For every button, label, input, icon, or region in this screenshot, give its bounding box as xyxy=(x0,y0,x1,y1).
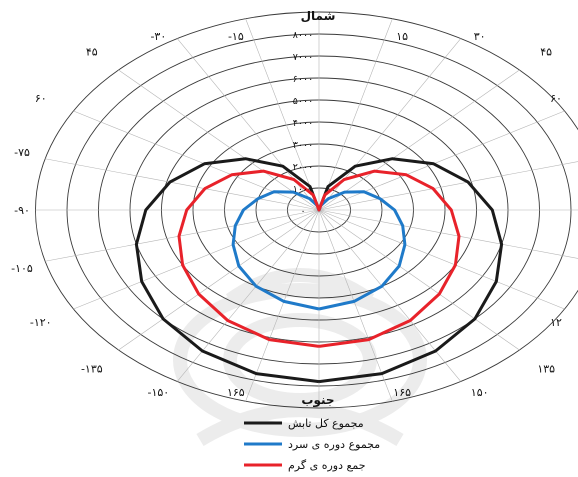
angle-label: ۱۵۰ xyxy=(471,386,489,399)
angle-label: ۱۶۵ xyxy=(393,386,411,399)
radial-tick-label: ۰ xyxy=(300,206,305,217)
grid-spoke xyxy=(118,69,320,211)
grid-spoke xyxy=(318,209,461,382)
grid-spoke xyxy=(245,209,320,402)
radial-tick-label: ۴۰۰۰ xyxy=(293,118,313,129)
polar-grid xyxy=(35,11,578,409)
angle-label: ۶۰ xyxy=(550,92,562,105)
radial-tick-label: ۵۰۰۰ xyxy=(293,96,313,107)
grid-spoke xyxy=(245,18,320,211)
grid-spoke xyxy=(118,209,320,351)
south-label: جنوب xyxy=(301,393,334,408)
radial-tick-label: ۳۰۰۰ xyxy=(293,140,313,151)
grid-spoke xyxy=(318,209,578,259)
axis-labels: ۰ ۱۰۰۰ ۲۰۰۰ ۳۰۰۰ ۴۰۰۰ ۵۰۰۰ ۶۰۰۰ ۷۰۰۰ ۸۰۰۰ ۱۶۵ -۱۵۰… xyxy=(11,30,562,399)
grid-spoke xyxy=(45,209,320,262)
angle-label: -۹۰ xyxy=(14,204,30,217)
radial-tick-label: ۱۰۰۰ xyxy=(293,184,313,195)
radial-tick-label: ۷۰۰۰ xyxy=(293,52,313,63)
angle-label: -۱۰۵ xyxy=(11,262,33,275)
grid-spoke xyxy=(318,209,393,402)
grid-spoke xyxy=(73,209,320,310)
angle-label: -۱۵۰ xyxy=(147,386,169,399)
angle-label: -۱۵ xyxy=(228,30,244,43)
angle-label: ۱۲ xyxy=(550,316,562,329)
angle-label: ۳۰ xyxy=(474,30,486,43)
grid-spoke xyxy=(177,209,320,382)
radial-tick-label: ۸۰۰۰ xyxy=(293,30,313,41)
grid-spoke xyxy=(318,18,393,211)
series-lines xyxy=(134,157,504,384)
grid-spoke xyxy=(45,158,320,211)
legend-label: مجموع دوره ی سرد xyxy=(288,438,380,451)
grid-spoke xyxy=(318,110,565,211)
angle-label: ۴۵ xyxy=(86,45,98,58)
angle-label: ۶۰ xyxy=(35,92,47,105)
angle-label: -۱۳۵ xyxy=(81,363,103,376)
grid-spoke xyxy=(318,69,520,211)
legend-label: جمع دوره ی گرم xyxy=(288,459,366,472)
north-label: شمال xyxy=(301,9,336,23)
grid-spoke xyxy=(73,110,320,211)
radial-tick-label: ۲۰۰۰ xyxy=(293,162,313,173)
grid-spoke xyxy=(318,209,520,351)
angle-label: ۱۳۵ xyxy=(537,363,555,376)
angle-label: -۱۲۰ xyxy=(30,316,52,329)
angle-label: -۳۰ xyxy=(150,30,166,43)
angle-label: ۱۶۵ xyxy=(227,386,245,399)
grid-spoke xyxy=(318,209,565,310)
series-line xyxy=(177,169,461,348)
angle-label: ۴۵ xyxy=(540,45,552,58)
angle-label: -۷۵ xyxy=(14,146,30,159)
grid-spoke xyxy=(318,161,578,211)
radial-tick-label: ۶۰۰۰ xyxy=(293,74,313,85)
legend: مجموع کل تابش مجموع دوره ی سرد جمع دوره ی … xyxy=(244,417,380,472)
angle-label: ۱۵ xyxy=(396,30,408,43)
legend-label: مجموع کل تابش xyxy=(288,417,364,430)
